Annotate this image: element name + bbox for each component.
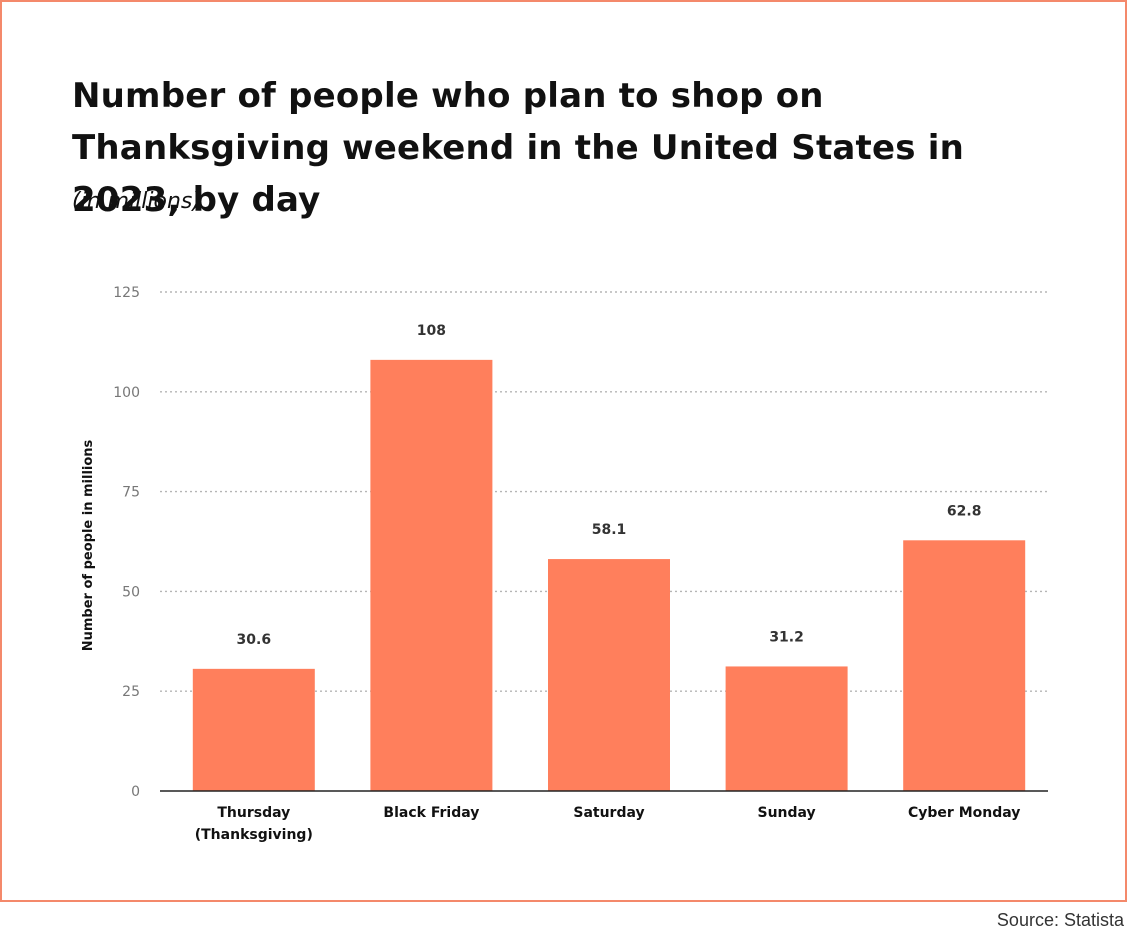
- x-tick-label: Saturday: [573, 805, 644, 821]
- bar-chart: 0 25 50 75 100 125 Number of people in million…: [81, 285, 1048, 843]
- bar: [725, 666, 848, 791]
- data-label: 108: [417, 323, 446, 339]
- data-label: 31.2: [769, 629, 804, 645]
- y-tick-label: 100: [113, 385, 140, 401]
- bar: [192, 668, 315, 791]
- y-tick-label: 125: [113, 285, 140, 301]
- bar: [903, 540, 1026, 791]
- data-label: 58.1: [592, 522, 627, 538]
- y-tick-label: 25: [122, 684, 140, 700]
- chart-subtitle: (in millions): [72, 189, 201, 214]
- bar: [548, 559, 670, 791]
- y-tick-label: 50: [122, 584, 140, 600]
- bar: [370, 359, 493, 791]
- x-tick-label: Cyber Monday: [908, 805, 1020, 821]
- y-axis-title: Number of people in millions: [81, 439, 96, 651]
- x-tick-label: Thursday (Thanksgiving): [195, 805, 313, 843]
- chart-title: Number of people who plan to shop on Tha…: [72, 76, 964, 220]
- y-tick-label: 75: [122, 485, 140, 501]
- data-label: 30.6: [237, 632, 272, 648]
- data-label: 62.8: [947, 503, 982, 519]
- y-tick-label: 0: [131, 784, 140, 800]
- x-tick-label: Black Friday: [383, 805, 479, 821]
- source-credit: Source: Statista: [996, 910, 1124, 930]
- x-tick-label: Sunday: [758, 805, 816, 821]
